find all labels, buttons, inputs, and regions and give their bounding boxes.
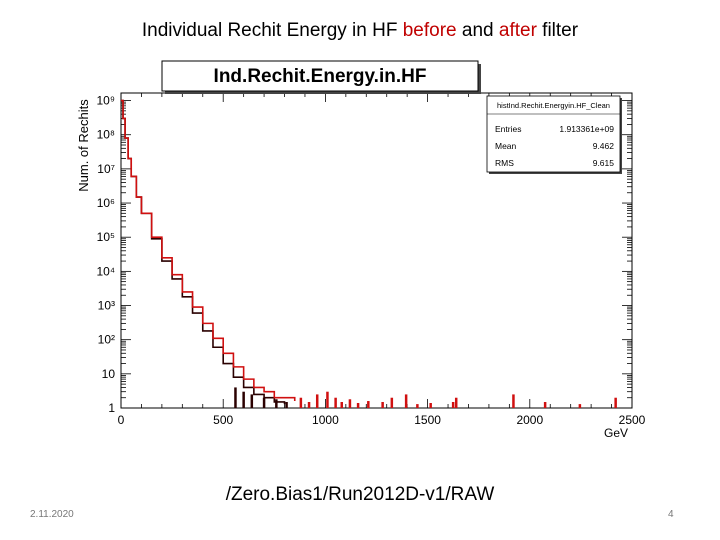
y-tick-label: 10⁴ <box>96 264 115 278</box>
stats-box-frame <box>486 95 621 173</box>
y-tick-label: 1 <box>108 401 115 415</box>
y-tick-label: 10 <box>102 367 116 381</box>
dataset-label: /Zero.Bias1/Run2012D-v1/RAW <box>225 484 495 505</box>
y-tick-label: 10⁶ <box>97 196 115 210</box>
x-axis-label: GeV <box>604 426 628 440</box>
chart-title: Ind.Rechit.Energy.in.HF <box>214 66 427 87</box>
x-tick-label: 500 <box>213 413 233 427</box>
stats-box-name: histInd.Rechit.Energyin.HF_Clean <box>497 101 610 110</box>
slide-title-part: before <box>402 20 457 41</box>
slide-title-part: filter <box>536 20 579 41</box>
y-axis-label: Num. of Rechits <box>76 99 91 192</box>
y-tick-label: 10⁷ <box>97 162 115 176</box>
stats-row-value: 9.462 <box>593 141 615 151</box>
stats-row-value: 9.615 <box>593 158 615 168</box>
stats-row-label: RMS <box>495 158 514 168</box>
x-tick-label: 1000 <box>312 413 339 427</box>
y-tick-label: 10⁹ <box>97 94 116 108</box>
slide-title: Individual Rechit Energy in HF before an… <box>0 20 720 42</box>
series-before-line <box>121 99 296 402</box>
tick-labels: 0 500 1000 1500 2000 2500 1 10 10² 10³ 10⁴ 10⁵ 10⁶ 10… <box>96 94 645 427</box>
stats-box: histInd.Rechit.Energyin.HF_Clean Entries… <box>486 95 622 174</box>
stats-row-label: Mean <box>495 141 517 151</box>
slide-title-part: Individual Rechit Energy in HF <box>141 20 403 41</box>
x-tick-label: 2000 <box>516 413 543 427</box>
page-number: 4 <box>668 509 674 520</box>
y-tick-label: 10³ <box>98 299 115 313</box>
stats-row-label: Entries <box>495 124 521 134</box>
x-tick-label: 2500 <box>619 413 646 427</box>
x-tick-label: 1500 <box>414 413 441 427</box>
chart-title-box <box>161 60 479 92</box>
slide-title-part: after <box>498 20 537 41</box>
slide-title-part: and <box>456 20 499 41</box>
y-tick-label: 10² <box>98 333 115 347</box>
y-tick-label: 10⁸ <box>97 128 115 142</box>
series-after-line <box>121 99 286 405</box>
y-tick-label: 10⁵ <box>97 230 115 244</box>
series-group <box>121 99 617 408</box>
stats-row-value: 1.913361e+09 <box>559 124 614 134</box>
x-tick-label: 0 <box>118 413 125 427</box>
footer-date: 2.11.2020 <box>30 509 74 520</box>
